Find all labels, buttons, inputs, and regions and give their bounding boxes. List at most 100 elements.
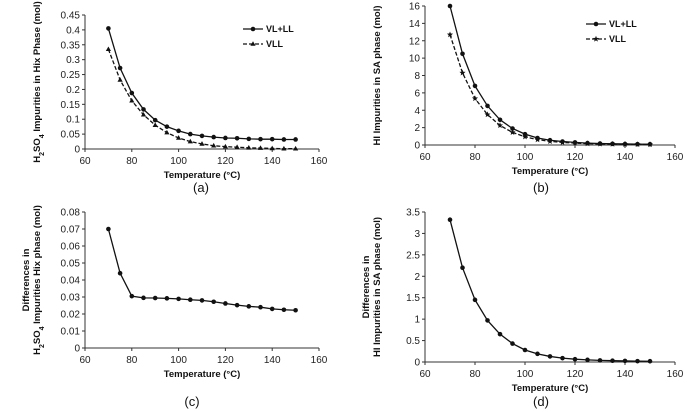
y-tick-label: 0.05 — [61, 259, 81, 270]
x-tick-label: 80 — [469, 152, 481, 163]
data-point — [497, 331, 503, 337]
x-tick-label: 140 — [617, 369, 634, 380]
subscript: 4 — [39, 326, 46, 330]
data-point — [609, 140, 616, 147]
data-point — [485, 103, 490, 109]
y-tick-label: 0.05 — [61, 130, 81, 141]
data-point — [199, 298, 205, 303]
y-tick-label: 0.3 — [66, 55, 80, 66]
x-axis-label: Temperature (°C) — [164, 369, 240, 380]
x-tick-label: 100 — [170, 156, 187, 167]
label-part: SO — [32, 138, 43, 152]
y-tick-label: 0.03 — [61, 293, 81, 304]
legend-swatch-marker — [250, 26, 256, 32]
series-line-1 — [449, 219, 651, 362]
y-tick-label: 2 — [414, 272, 420, 283]
data-point — [211, 299, 216, 305]
data-point — [199, 141, 205, 146]
x-tick-label: 140 — [264, 355, 281, 366]
y-tick-label: 2 — [414, 123, 420, 134]
data-point — [188, 131, 193, 137]
legend-label: VL+LL — [609, 19, 637, 29]
data-point — [546, 138, 554, 144]
data-point — [187, 138, 193, 144]
data-point — [293, 145, 299, 151]
data-point — [560, 355, 565, 361]
y-axis-label: H2SO4 Impurities Hix phase (mol) — [32, 205, 46, 355]
x-tick-label: 60 — [79, 355, 91, 366]
data-point — [472, 83, 478, 89]
legend-swatch-marker — [592, 35, 600, 42]
data-point — [634, 141, 641, 147]
data-point — [585, 357, 590, 363]
chart-panel-4: 0 0.5 1 1.5 2 2.5 3 3.5 60 80 100 120 140 160 Temperat… — [361, 208, 684, 410]
data-point — [140, 111, 147, 117]
y-tick-label: 0.02 — [61, 310, 81, 321]
data-point — [105, 46, 111, 52]
panel-caption: (b) — [533, 180, 549, 195]
data-point — [164, 124, 170, 129]
x-tick-label: 120 — [567, 369, 584, 380]
data-point — [447, 217, 453, 223]
data-point — [234, 144, 240, 150]
data-point — [621, 141, 629, 147]
x-tick-label: 60 — [79, 156, 91, 167]
panel-caption: (d) — [533, 394, 549, 409]
data-point — [510, 126, 515, 131]
y-axis-label-line1: Differences in — [21, 248, 32, 311]
x-tick-label: 160 — [667, 369, 684, 380]
data-point — [176, 135, 182, 140]
subscript: 2 — [39, 152, 46, 156]
label-part: Impurities in Hix Phase (mol) — [32, 1, 43, 134]
y-axis-label-line1: Differences in — [361, 255, 372, 318]
data-point — [152, 122, 158, 127]
data-point — [547, 354, 553, 359]
y-tick-label: 3 — [414, 229, 420, 240]
y-tick-label: 8 — [414, 71, 420, 82]
data-point — [559, 139, 566, 145]
data-point — [635, 358, 640, 364]
data-point — [269, 145, 275, 151]
legend: VL+LL VLL — [586, 19, 637, 44]
data-point — [521, 133, 529, 140]
data-point — [152, 117, 158, 123]
data-point — [522, 347, 528, 353]
data-point — [117, 77, 123, 82]
data-point — [211, 134, 216, 140]
data-point — [257, 145, 264, 150]
y-axis-label: HI Impurities in SA phase (mol) — [372, 5, 383, 145]
data-point — [571, 139, 579, 146]
data-point — [485, 318, 490, 323]
data-point — [646, 141, 654, 148]
data-point — [610, 358, 615, 364]
data-point — [258, 136, 263, 142]
x-tick-label: 80 — [126, 156, 138, 167]
y-tick-label: 3.5 — [406, 208, 420, 219]
data-point — [596, 140, 604, 147]
chart-panel-3: 0 0.01 0.02 0.03 0.04 0.05 0.06 0.07 0.08 60 80 100… — [21, 205, 328, 409]
x-tick-label: 60 — [419, 152, 431, 163]
data-point — [535, 351, 540, 357]
y-tick-label: 0.07 — [61, 225, 81, 236]
y-tick-label: 4 — [414, 106, 420, 117]
data-point — [534, 136, 541, 143]
data-point — [293, 137, 298, 142]
data-point — [211, 142, 217, 148]
data-point — [258, 304, 263, 310]
y-axis-label: HI Impurities in SA phase (mol) — [372, 217, 383, 357]
data-point — [234, 135, 240, 141]
data-point — [269, 136, 275, 142]
data-point — [199, 133, 205, 139]
y-tick-label: 0.01 — [61, 327, 81, 338]
legend-label: VL+LL — [266, 24, 294, 34]
data-point — [584, 140, 591, 147]
x-tick-label: 160 — [311, 355, 328, 366]
y-tick-label: 0.5 — [406, 336, 420, 347]
y-tick-label: 2.5 — [406, 250, 420, 261]
data-point — [223, 301, 228, 306]
data-point — [188, 297, 193, 303]
x-tick-label: 160 — [311, 156, 328, 167]
data-point — [164, 296, 170, 301]
x-tick-label: 120 — [567, 152, 584, 163]
label-part: H — [32, 348, 43, 355]
